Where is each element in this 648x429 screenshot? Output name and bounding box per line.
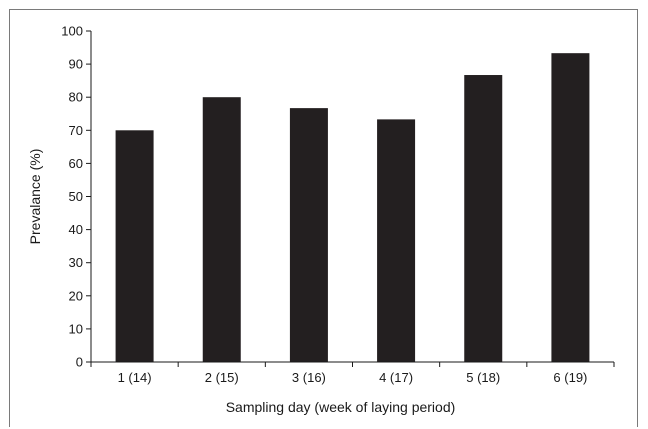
y-tick-label: 80 [69, 90, 83, 105]
x-tick-label: 5 (18) [466, 370, 500, 385]
y-axis-ticks: 0 10 20 30 40 50 60 70 80 90 100 [61, 24, 91, 370]
x-axis-ticks: 1 (14) 2 (15) 3 (16) 4 (17) 5 (18) 6 (19) [90, 362, 615, 385]
y-tick-label: 100 [61, 24, 83, 39]
x-tick-label: 3 (16) [292, 370, 326, 385]
x-axis-title: Sampling day (week of laying period) [226, 399, 456, 415]
bar [551, 53, 590, 362]
y-tick-label: 90 [69, 57, 83, 72]
y-tick-label: 70 [69, 123, 83, 138]
x-tick-label: 2 (15) [205, 370, 239, 385]
y-tick-label: 0 [76, 355, 83, 370]
bar [289, 108, 328, 362]
bar [202, 97, 241, 362]
y-axis-title: Prevalance (%) [27, 149, 43, 245]
bar [115, 130, 154, 362]
chart-frame [9, 9, 638, 427]
bars [115, 53, 590, 362]
y-tick-label: 20 [69, 288, 83, 303]
bar [377, 119, 416, 362]
y-tick-label: 40 [69, 222, 83, 237]
y-tick-label: 60 [69, 156, 83, 171]
x-tick-label: 1 (14) [118, 370, 152, 385]
y-tick-label: 50 [69, 189, 83, 204]
x-tick-label: 4 (17) [379, 370, 413, 385]
y-tick-label: 30 [69, 255, 83, 270]
bar [464, 75, 503, 362]
x-tick-label: 6 (19) [553, 370, 587, 385]
y-tick-label: 10 [69, 321, 83, 336]
